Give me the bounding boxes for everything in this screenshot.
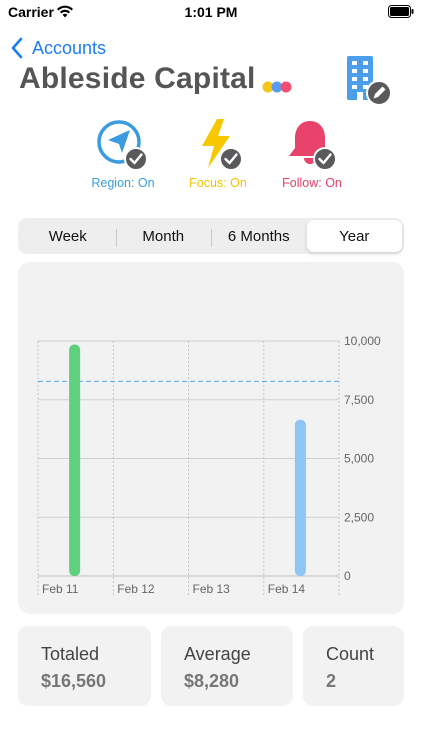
back-label: Accounts: [32, 37, 107, 58]
lightning-bolt-icon: [202, 119, 243, 171]
bell-icon: [289, 121, 337, 171]
region-toggle-label: Region: On: [91, 176, 155, 190]
stat-average-label: Average: [184, 644, 251, 664]
follow-toggle[interactable]: Follow: On: [262, 116, 362, 190]
back-button[interactable]: Accounts: [10, 36, 106, 60]
segment-year[interactable]: Year: [306, 220, 402, 252]
stat-totaled: Totaled $16,560: [18, 626, 151, 706]
wifi-icon: [57, 5, 73, 18]
period-segmented-control: Week Month 6 Months Year: [18, 218, 404, 254]
stat-count-label: Count: [326, 644, 375, 664]
stat-count-value: 2: [326, 671, 337, 691]
color-dots-icon: [262, 81, 292, 93]
building-edit-icon[interactable]: [344, 54, 392, 106]
y-tick-label: 0: [344, 569, 351, 583]
x-tick-label: Feb 11: [42, 582, 79, 596]
bar-feb-14[interactable]: [294, 419, 306, 576]
x-tick-label: Feb 14: [268, 582, 306, 596]
focus-toggle[interactable]: Focus: On: [168, 116, 268, 190]
status-time: 1:01 PM: [184, 4, 238, 20]
segment-week[interactable]: Week: [48, 227, 87, 245]
y-tick-label: 7,500: [344, 393, 374, 407]
y-tick-label: 5,000: [344, 452, 374, 466]
stat-average-value: $8,280: [184, 671, 240, 691]
x-tick-label: Feb 13: [193, 582, 231, 596]
stat-average: Average $8,280: [161, 626, 293, 706]
x-tick-label: Feb 12: [117, 582, 155, 596]
stat-totaled-label: Totaled: [41, 644, 100, 664]
page-title: Ableside Capital: [19, 62, 256, 95]
focus-toggle-label: Focus: On: [189, 176, 247, 190]
status-bar: Carrier 1:01 PM: [0, 0, 422, 26]
region-toggle[interactable]: Region: On: [73, 116, 173, 190]
segment-6-months[interactable]: 6 Months: [211, 220, 307, 252]
chevron-left-icon: [11, 37, 23, 59]
carrier-label: Carrier: [8, 4, 54, 20]
stat-totaled-value: $16,560: [41, 671, 107, 691]
chart-card: 10,000 7,500 5,000 2,500 0 Feb 11 Feb 12 Feb 13…: [18, 262, 404, 614]
bar-feb-11[interactable]: [69, 344, 81, 576]
location-arrow-icon: [97, 120, 148, 171]
stat-count: Count 2: [303, 626, 404, 706]
bar-chart: 10,000 7,500 5,000 2,500 0 Feb 11 Feb 12 Feb 13…: [37, 334, 381, 596]
segment-month[interactable]: Month: [115, 220, 212, 252]
follow-toggle-label: Follow: On: [282, 176, 342, 190]
y-tick-label: 10,000: [344, 334, 381, 348]
y-tick-label: 2,500: [344, 510, 374, 524]
battery-icon: [388, 5, 414, 18]
